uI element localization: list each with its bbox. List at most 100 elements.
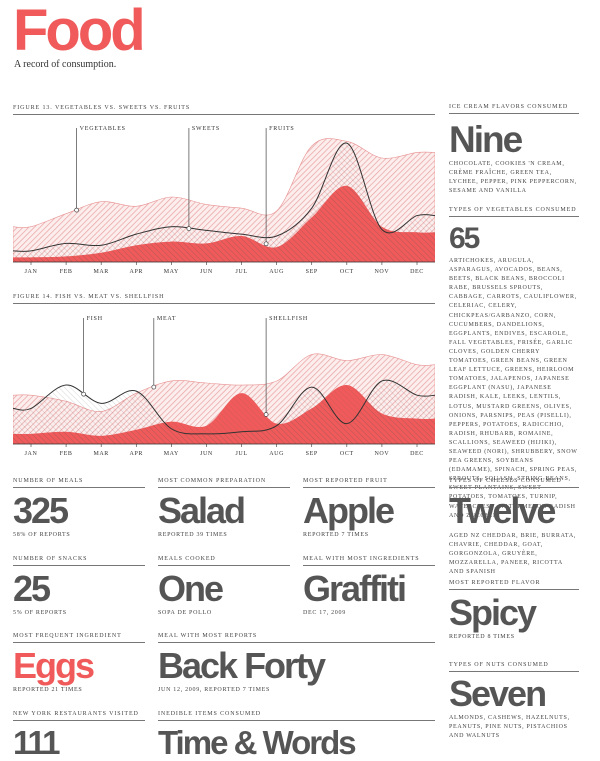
x-tick-label: FEB — [60, 451, 73, 457]
restaurants-value: 111 — [13, 724, 60, 761]
reports-meal-stat: Meal with most reports Back Forty Jun 12… — [158, 633, 435, 695]
cheeses-detail: Aged NZ Cheddar, Brie, Burrata, Chavrie,… — [449, 533, 577, 576]
meals-detail: 58% of reports — [13, 532, 71, 538]
annotation-label: SWEETS — [192, 126, 220, 132]
cheeses-value: Twelve — [449, 490, 556, 531]
figure-14-title: Figure 14. Fish vs. Meat vs. Shellfish — [13, 294, 435, 304]
vegetables-value: 65 — [449, 222, 480, 255]
ingredient-label: Most frequent ingredient — [13, 633, 145, 643]
nuts-value: Seven — [449, 673, 547, 714]
ingredient-detail: Reported 21 times — [13, 687, 83, 693]
x-tick-label: MAR — [93, 451, 108, 457]
cooked-stat: Meals cooked One Sopa de Pollo — [158, 556, 290, 618]
x-tick-label: DEC — [410, 269, 424, 275]
x-tick-label: APR — [130, 451, 143, 457]
annotation-point — [151, 384, 157, 390]
reports-meal-detail: Jun 12, 2009, reported 7 times — [158, 687, 271, 693]
reports-meal-label: Meal with most reports — [158, 633, 435, 643]
x-tick-label: APR — [130, 269, 143, 275]
x-tick-label: MAY — [164, 451, 179, 457]
x-tick-label: AUG — [269, 269, 284, 275]
x-tick-label: AUG — [269, 451, 284, 457]
snacks-detail: 5% of reports — [13, 610, 67, 616]
flavor-detail: Reported 8 times — [449, 634, 515, 640]
page-title: Food — [13, 0, 146, 63]
series-1-line — [13, 142, 435, 252]
inedible-value: Time & Words — [158, 724, 357, 761]
ingredient-stat: Most frequent ingredient Eggs Reported 2… — [13, 633, 145, 695]
fruit-detail: Reported 7 times — [303, 532, 369, 538]
x-tick-label: SEP — [306, 451, 318, 457]
figure-14-chart: FISH MEAT SHELLFISH JAN FEB MAR APR MAY JUN JUL AU… — [13, 316, 435, 457]
series-1-texture — [13, 142, 435, 262]
vegetables-detail: Artichokes, Arugula, Asparagus, Avocados… — [449, 258, 578, 519]
snacks-stat: Number of snacks 25 5% of reports — [13, 556, 145, 618]
annotation-point — [263, 412, 269, 417]
restaurants-label: New York restaurants visited — [13, 711, 145, 721]
x-tick-label: NOV — [375, 451, 390, 457]
figure-13-chart: VEGETABLES SWEETS FRUITS JAN FEB MAR APR MAY JUN… — [13, 126, 435, 275]
ice-cream-detail: Chocolate, Cookies 'n Cream, Crème Fraîc… — [449, 161, 577, 195]
ingredients-meal-value: Graffiti — [303, 568, 407, 609]
preparation-stat: Most common preparation Salad Reported 3… — [158, 478, 290, 540]
annotation-label: SHELLFISH — [269, 316, 308, 322]
annotation-point — [81, 391, 86, 397]
vegetables-stat: Types of vegetables consumed 65 Artichok… — [449, 207, 579, 521]
annotation-label: MEAT — [157, 316, 177, 322]
series-0-texture — [13, 380, 435, 444]
cooked-label: Meals cooked — [158, 556, 290, 566]
nuts-stat: Types of nuts consumed Seven Almonds, Ca… — [449, 662, 579, 741]
cheeses-label: Types of cheeses consumed — [449, 478, 579, 488]
cooked-detail: Sopa de Pollo — [158, 610, 212, 616]
x-tick-label: JUL — [235, 269, 247, 275]
annotation-label: VEGETABLES — [80, 126, 126, 132]
inedible-stat: Inedible items consumed Time & Words — [158, 711, 435, 759]
nuts-label: Types of nuts consumed — [449, 662, 579, 672]
meals-label: Number of meals — [13, 478, 145, 488]
series-0-line — [13, 379, 435, 435]
ice-cream-label: Ice cream flavors consumed — [449, 104, 579, 114]
snacks-value: 25 — [13, 568, 51, 609]
x-tick-label: JAN — [25, 451, 38, 457]
vegetables-label: Types of vegetables consumed — [449, 207, 579, 217]
ice-cream-stat: Ice cream flavors consumed Nine Chocolat… — [449, 104, 579, 196]
meals-stat: Number of meals 325 58% of reports — [13, 478, 145, 540]
restaurants-stat: New York restaurants visited 111 — [13, 711, 145, 759]
ice-cream-value: Nine — [449, 119, 523, 160]
annotation-label: FRUITS — [269, 126, 294, 132]
snacks-label: Number of snacks — [13, 556, 145, 566]
x-tick-label: MAY — [164, 269, 179, 275]
x-tick-label: OCT — [340, 269, 354, 275]
x-tick-label: JAN — [25, 269, 38, 275]
annotation-point — [263, 241, 269, 247]
ingredients-meal-label: Meal with most ingredients — [303, 556, 435, 566]
x-tick-label: JUN — [200, 269, 213, 275]
reports-meal-value: Back Forty — [158, 645, 326, 686]
flavor-value: Spicy — [449, 592, 537, 633]
fruit-stat: Most reported fruit Apple Reported 7 tim… — [303, 478, 435, 540]
ingredients-meal-detail: Dec 17, 2009 — [303, 610, 346, 616]
x-tick-label: NOV — [375, 269, 390, 275]
meals-value: 325 — [13, 490, 69, 531]
x-tick-label: FEB — [60, 269, 73, 275]
x-tick-label: SEP — [306, 269, 318, 275]
inedible-label: Inedible items consumed — [158, 711, 435, 721]
annotation-point — [186, 226, 192, 231]
cheeses-stat: Types of cheeses consumed Twelve Aged NZ… — [449, 478, 579, 577]
flavor-stat: Most reported flavor Spicy Reported 8 ti… — [449, 580, 579, 642]
x-tick-label: DEC — [410, 451, 424, 457]
x-tick-label: JUN — [200, 451, 213, 457]
figure-13-title: Figure 13. Vegetables vs. Sweets vs. Fru… — [13, 105, 435, 115]
annotation-point — [74, 207, 79, 213]
ingredient-value: Eggs — [13, 645, 95, 686]
annotation-label: FISH — [87, 316, 103, 322]
x-tick-label: MAR — [93, 269, 108, 275]
fruit-value: Apple — [303, 490, 395, 531]
flavor-label: Most reported flavor — [449, 580, 579, 590]
cooked-value: One — [158, 568, 224, 609]
preparation-detail: Reported 39 times — [158, 532, 228, 538]
x-tick-label: OCT — [340, 451, 354, 457]
page-subtitle: A record of consumption. — [14, 59, 117, 70]
x-tick-label: JUL — [235, 451, 247, 457]
fruit-label: Most reported fruit — [303, 478, 435, 488]
